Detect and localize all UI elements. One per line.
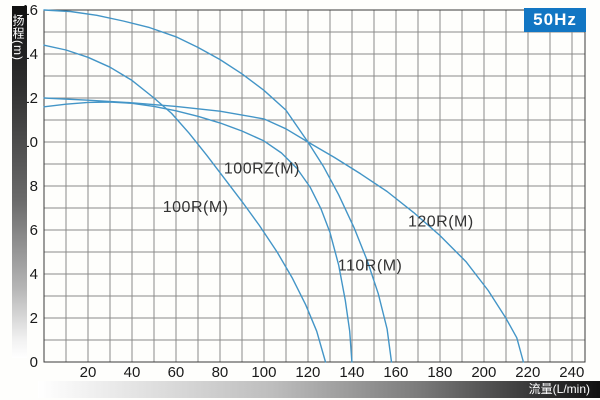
- x-tick-label: 160: [383, 364, 408, 381]
- y-axis-gradient-bar: 扬程(m): [11, 6, 27, 358]
- x-tick-label: 120: [295, 364, 320, 381]
- x-tick-label: 40: [124, 364, 141, 381]
- x-tick-label: 220: [515, 364, 540, 381]
- pump-curve-110RM: [43, 9, 393, 363]
- y-tick-label: 6: [30, 222, 38, 239]
- y-axis-title: 扬程(m): [11, 14, 25, 61]
- x-tick-label: 180: [427, 364, 452, 381]
- x-tick-label: 100: [251, 364, 276, 381]
- plot-border: [43, 9, 586, 363]
- y-tick-label: 4: [30, 266, 38, 283]
- x-axis-title: 流量(L/min): [528, 382, 590, 396]
- pump-curve-100RM: [43, 44, 327, 363]
- x-tick-label: 60: [168, 364, 185, 381]
- x-tick-label: 140: [339, 364, 364, 381]
- x-axis-gradient-bar: 流量(L/min): [38, 381, 600, 398]
- pump-curve-100RZM: [43, 101, 353, 363]
- curve-label-120RM: 120R(M): [408, 214, 474, 231]
- frequency-badge: 50Hz: [524, 8, 586, 32]
- curve-label-110RM: 110R(M): [338, 258, 403, 275]
- y-tick-label: 2: [30, 310, 38, 327]
- curve-label-100RM: 100R(M): [163, 199, 229, 216]
- x-tick-label: 80: [212, 364, 229, 381]
- y-tick-label: 0: [30, 354, 38, 371]
- x-tick-label: 20: [80, 364, 97, 381]
- curve-label-100RZM: 100RZ(M): [224, 161, 300, 178]
- x-tick-label: 240: [559, 364, 584, 381]
- x-tick-label: 200: [471, 364, 496, 381]
- y-tick-label: 8: [30, 178, 38, 195]
- pump-curve-120RM: [43, 97, 525, 363]
